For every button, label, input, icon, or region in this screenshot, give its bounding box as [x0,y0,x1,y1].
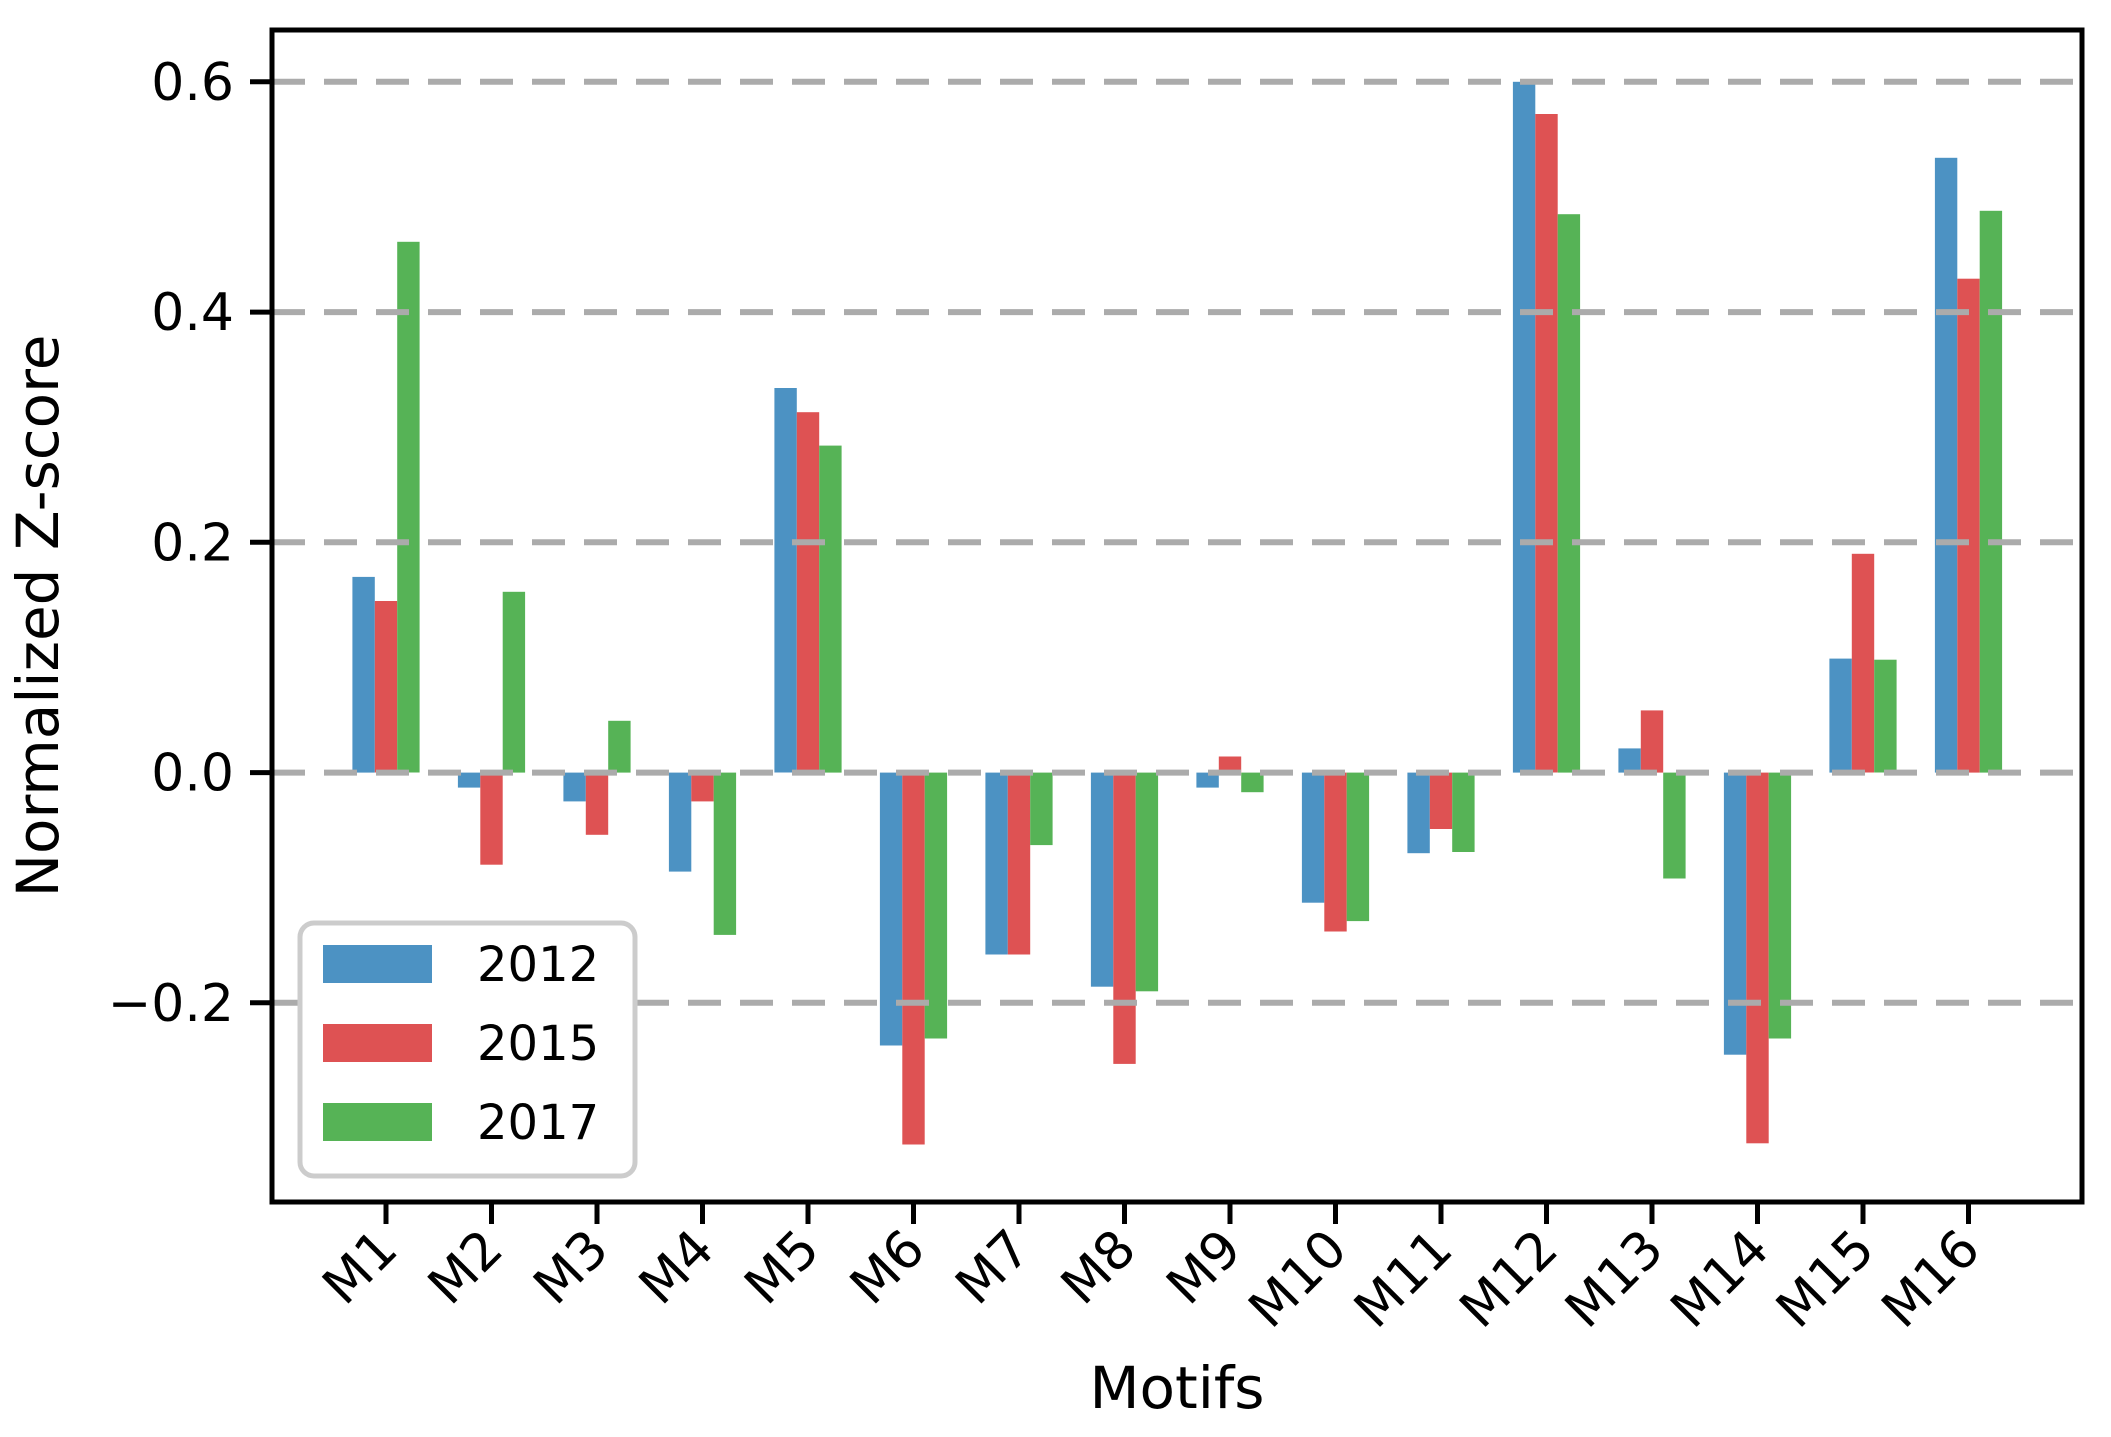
bar-M13-2017 [1663,772,1686,879]
bar-M8-2012 [1090,772,1114,987]
x-tick-label-M6: M6 [839,1219,937,1317]
y-tick-label: 0.0 [151,744,234,804]
y-axis-label: Normalized Z-score [4,335,72,898]
bars-layer [352,81,2003,1145]
legend-swatch-2017 [323,1103,432,1141]
bar-M14-2017 [1768,772,1792,1039]
bar-M4-2012 [668,772,692,872]
bar-M6-2017 [924,772,948,1039]
bar-M15-2012 [1829,658,1852,773]
bar-M1-2017 [397,241,420,773]
bar-M3-2017 [608,720,631,773]
legend-swatch-2012 [323,945,432,983]
bar-M7-2015 [1007,772,1031,955]
bar-M12-2015 [1535,114,1558,773]
x-tick-label-M15: M15 [1765,1219,1886,1340]
x-tick-label-M4: M4 [628,1219,726,1317]
bar-M1-2012 [352,576,375,773]
x-tick-label-M8: M8 [1050,1219,1148,1317]
bar-M5-2017 [819,445,842,773]
y-tick-label: 0.6 [151,53,234,113]
plot-frame [269,27,2085,1205]
bar-M10-2017 [1346,772,1370,922]
bar-M2-2012 [457,772,481,788]
x-tick-label-M11: M11 [1343,1219,1464,1340]
legend-swatch-2015 [323,1024,432,1062]
bar-M16-2012 [1934,157,1958,773]
x-tick-label-M12: M12 [1449,1219,1570,1340]
bar-M2-2017 [502,591,526,773]
bar-M12-2012 [1512,81,1536,773]
bar-M16-2017 [1979,210,2003,773]
x-tick-label-M10: M10 [1238,1219,1359,1340]
bar-M11-2017 [1452,772,1475,852]
bar-M15-2015 [1851,553,1875,773]
x-tick-label-M3: M3 [523,1219,621,1317]
gridlines-layer [272,78,2082,1006]
bar-M10-2012 [1301,772,1325,903]
x-tick-label-M14: M14 [1660,1219,1781,1340]
bar-M15-2017 [1874,659,1897,773]
bar-M5-2012 [774,388,797,773]
bar-M3-2015 [585,772,609,835]
bar-M13-2012 [1618,748,1641,773]
bar-M14-2012 [1723,772,1747,1055]
bar-M3-2012 [563,772,586,802]
x-tick-label-M7: M7 [945,1219,1043,1317]
bar-M4-2015 [691,772,714,802]
legend-label-2015: 2015 [477,1016,599,1072]
bar-M7-2017 [1030,772,1053,846]
y-tick-label: 0.2 [151,513,234,573]
bar-M2-2015 [480,772,503,865]
bar-M11-2012 [1407,772,1430,854]
legend-label-2012: 2012 [477,937,599,993]
bar-M13-2015 [1640,710,1664,773]
bar-M11-2015 [1429,772,1453,829]
x-tick-label-M13: M13 [1554,1219,1675,1340]
bar-M16-2015 [1957,278,1980,773]
bar-M8-2017 [1135,772,1159,992]
bar-M6-2015 [902,772,925,1145]
legend: 2012 2015 2017 [297,920,638,1179]
bar-M14-2015 [1746,772,1769,1144]
bar-M9-2017 [1241,772,1264,793]
axes-layer [250,27,2085,1224]
legend-label-2017: 2017 [477,1095,599,1151]
bar-M4-2017 [713,772,737,935]
bar-M9-2015 [1218,756,1242,773]
bar-M6-2012 [879,772,903,1046]
bar-M8-2015 [1113,772,1136,1064]
bar-M9-2012 [1196,772,1219,788]
bar-M7-2012 [985,772,1008,955]
bar-M5-2015 [796,412,820,773]
bar-M1-2015 [374,601,398,773]
bar-M12-2017 [1557,214,1581,773]
x-tick-label-M1: M1 [312,1219,410,1317]
bar-M10-2015 [1324,772,1347,932]
x-axis-label: Motifs [1089,1354,1264,1422]
x-tick-label-M16: M16 [1871,1219,1992,1340]
y-tick-label: 0.4 [151,283,234,343]
y-tick-label: −0.2 [108,974,234,1034]
x-tick-label-M5: M5 [734,1219,832,1317]
x-tick-label-M9: M9 [1156,1219,1254,1317]
x-tick-label-M2: M2 [417,1219,515,1317]
